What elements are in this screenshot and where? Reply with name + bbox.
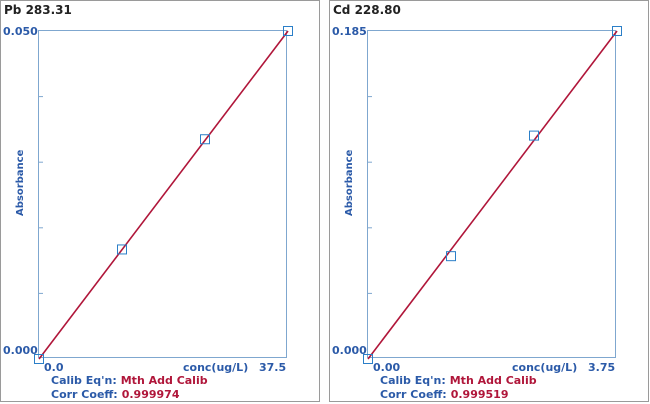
calibration-panel-cd: Cd 228.80 0.185 0.000 Absorbance 0.00 co… bbox=[329, 0, 649, 402]
plot-area bbox=[34, 26, 293, 364]
y-axis-label: Absorbance bbox=[344, 149, 355, 216]
y-tick-top: 0.185 bbox=[332, 25, 367, 38]
data-point-marker bbox=[363, 354, 373, 364]
data-point-marker bbox=[529, 130, 539, 141]
corr-coeff-label: Corr Coeff: bbox=[380, 388, 447, 401]
calib-eqn-label: Calib Eq'n: bbox=[380, 374, 446, 387]
y-tick-bottom: 0.000 bbox=[332, 344, 367, 357]
plot-area bbox=[363, 26, 622, 364]
calibration-chart bbox=[363, 26, 622, 364]
calibration-fit-line bbox=[367, 30, 618, 360]
x-tick-left: 0.0 bbox=[44, 361, 64, 374]
data-point-marker bbox=[34, 354, 44, 364]
calibration-fit-line bbox=[38, 30, 289, 360]
y-axis-label: Absorbance bbox=[15, 149, 26, 216]
calib-eqn-label: Calib Eq'n: bbox=[51, 374, 117, 387]
data-point-marker bbox=[200, 134, 210, 145]
calib-eqn-value: Mth Add Calib bbox=[449, 374, 537, 387]
calib-equation-row: Calib Eq'n: Mth Add Calib bbox=[380, 374, 537, 387]
y-tick-top: 0.050 bbox=[3, 25, 38, 38]
corr-coeff-value: 0.999974 bbox=[121, 388, 180, 401]
data-point-marker bbox=[612, 26, 622, 36]
calib-equation-row: Calib Eq'n: Mth Add Calib bbox=[51, 374, 208, 387]
x-axis-label: conc(ug/L) bbox=[183, 361, 249, 374]
x-tick-right: 37.5 bbox=[259, 361, 287, 374]
panel-title: Cd 228.80 bbox=[333, 3, 401, 17]
corr-coeff-label: Corr Coeff: bbox=[51, 388, 118, 401]
calibration-panel-pb: Pb 283.31 0.050 0.000 Absorbance 0.0 con… bbox=[0, 0, 320, 402]
x-tick-left: 0.00 bbox=[373, 361, 401, 374]
data-point-marker bbox=[117, 244, 127, 255]
data-point-marker bbox=[446, 251, 456, 262]
x-tick-right: 3.75 bbox=[588, 361, 616, 374]
panel-title: Pb 283.31 bbox=[4, 3, 72, 17]
calibration-chart bbox=[34, 26, 293, 364]
x-axis-label: conc(ug/L) bbox=[512, 361, 578, 374]
calib-eqn-value: Mth Add Calib bbox=[120, 374, 208, 387]
corr-coeff-row: Corr Coeff: 0.999974 bbox=[51, 388, 179, 401]
corr-coeff-row: Corr Coeff: 0.999519 bbox=[380, 388, 508, 401]
y-tick-bottom: 0.000 bbox=[3, 344, 38, 357]
data-point-marker bbox=[283, 26, 293, 36]
corr-coeff-value: 0.999519 bbox=[450, 388, 509, 401]
